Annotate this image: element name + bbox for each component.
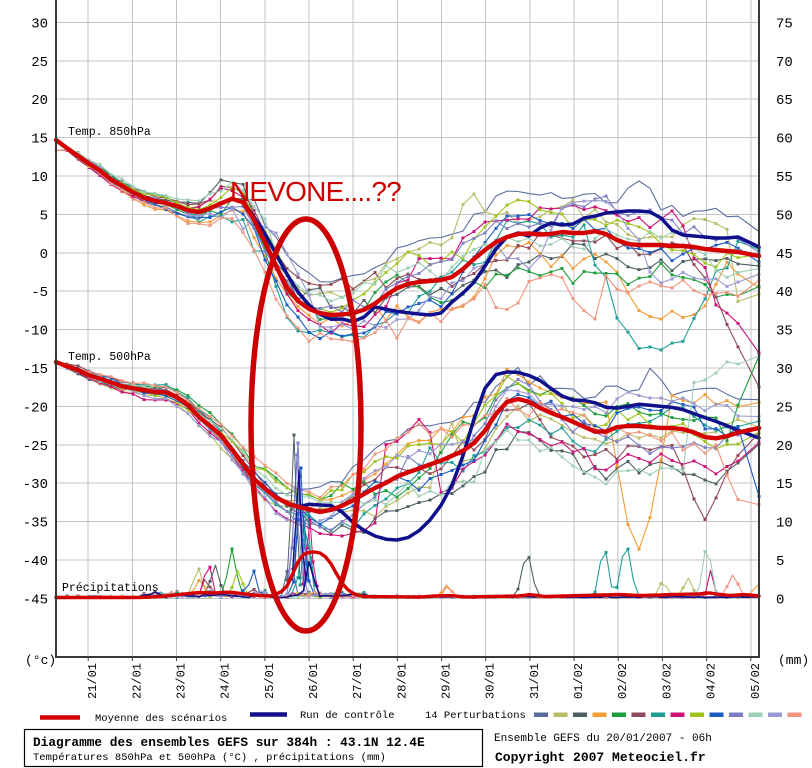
svg-text:05/02: 05/02 (749, 663, 763, 699)
svg-text:Ensemble GEFS du 20/01/2007 -: Ensemble GEFS du 20/01/2007 - 06h (494, 733, 712, 745)
svg-text:14 Perturbations: 14 Perturbations (425, 710, 526, 722)
svg-text:20: 20 (31, 93, 48, 109)
svg-text:30: 30 (31, 16, 48, 32)
svg-text:26/01: 26/01 (307, 663, 321, 699)
svg-text:-20: -20 (23, 400, 48, 416)
svg-text:28/01: 28/01 (395, 663, 409, 699)
svg-text:Temp. 500hPa: Temp. 500hPa (68, 351, 151, 364)
svg-text:Diagramme des ensembles GEFS s: Diagramme des ensembles GEFS sur 384h : … (33, 735, 425, 750)
svg-text:Temp. 850hPa: Temp. 850hPa (68, 126, 151, 139)
svg-text:27/01: 27/01 (351, 663, 365, 699)
svg-text:25: 25 (31, 55, 48, 71)
svg-text:15: 15 (31, 132, 48, 148)
svg-text:(mm): (mm) (778, 653, 809, 668)
svg-text:(°c): (°c) (25, 653, 56, 668)
svg-text:35: 35 (776, 324, 793, 340)
svg-text:Moyenne des scénarios: Moyenne des scénarios (95, 713, 227, 725)
svg-text:5: 5 (776, 554, 784, 570)
svg-text:15: 15 (776, 477, 793, 493)
svg-text:21/01: 21/01 (86, 663, 100, 699)
svg-text:20: 20 (776, 439, 793, 455)
svg-text:29/01: 29/01 (440, 663, 454, 699)
svg-text:50: 50 (776, 208, 793, 224)
svg-text:0: 0 (776, 592, 784, 608)
svg-text:25/01: 25/01 (263, 663, 277, 699)
svg-text:5: 5 (40, 208, 48, 224)
svg-text:70: 70 (776, 55, 793, 71)
svg-text:30: 30 (776, 362, 793, 378)
svg-text:30/01: 30/01 (484, 663, 498, 699)
svg-text:-45: -45 (23, 592, 48, 608)
svg-text:03/02: 03/02 (660, 663, 674, 699)
svg-text:24/01: 24/01 (219, 663, 233, 699)
svg-text:55: 55 (776, 170, 793, 186)
svg-text:Copyright 2007 Meteociel.fr: Copyright 2007 Meteociel.fr (495, 750, 706, 765)
svg-text:22/01: 22/01 (130, 663, 144, 699)
svg-text:45: 45 (776, 247, 793, 263)
svg-text:Précipitations: Précipitations (62, 582, 159, 595)
svg-text:-40: -40 (23, 554, 48, 570)
svg-text:Températures 850hPa et 500hPa: Températures 850hPa et 500hPa (°C) , pré… (33, 752, 386, 764)
svg-text:-15: -15 (23, 362, 48, 378)
svg-text:31/01: 31/01 (528, 663, 542, 699)
svg-text:-30: -30 (23, 477, 48, 493)
svg-text:04/02: 04/02 (705, 663, 719, 699)
svg-text:60: 60 (776, 132, 793, 148)
svg-text:10: 10 (776, 516, 793, 532)
svg-text:10: 10 (31, 170, 48, 186)
svg-text:40: 40 (776, 285, 793, 301)
svg-text:0: 0 (40, 247, 48, 263)
svg-text:25: 25 (776, 400, 793, 416)
svg-text:65: 65 (776, 93, 793, 109)
svg-text:-35: -35 (23, 516, 48, 532)
svg-text:23/01: 23/01 (175, 663, 189, 699)
svg-text:-5: -5 (31, 285, 48, 301)
svg-text:01/02: 01/02 (572, 663, 586, 699)
svg-text:NEVONE....??: NEVONE....?? (230, 176, 401, 207)
svg-text:75: 75 (776, 16, 793, 32)
svg-text:Run de contrôle: Run de contrôle (300, 710, 395, 722)
svg-text:02/02: 02/02 (616, 663, 630, 699)
svg-text:-25: -25 (23, 439, 48, 455)
svg-text:-10: -10 (23, 324, 48, 340)
